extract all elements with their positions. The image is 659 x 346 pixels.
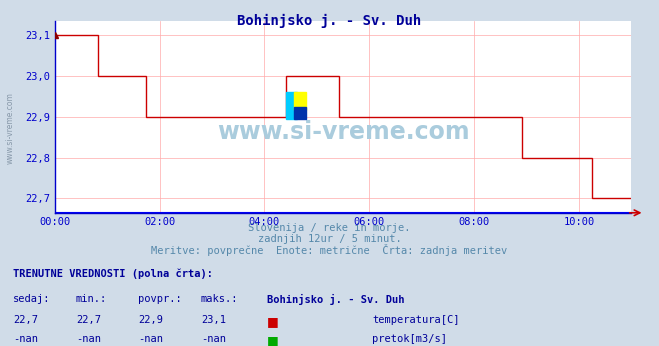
Text: www.si-vreme.com: www.si-vreme.com xyxy=(217,120,469,144)
Text: min.:: min.: xyxy=(76,294,107,304)
Text: ■: ■ xyxy=(267,315,279,328)
Text: povpr.:: povpr.: xyxy=(138,294,182,304)
Text: -nan: -nan xyxy=(138,334,163,344)
Text: temperatura[C]: temperatura[C] xyxy=(372,315,460,325)
Text: Meritve: povprečne  Enote: metrične  Črta: zadnja meritev: Meritve: povprečne Enote: metrične Črta:… xyxy=(152,244,507,256)
Text: Bohinjsko j. - Sv. Duh: Bohinjsko j. - Sv. Duh xyxy=(237,14,422,28)
Text: -nan: -nan xyxy=(76,334,101,344)
Text: 22,7: 22,7 xyxy=(76,315,101,325)
Text: ■: ■ xyxy=(267,334,279,346)
Bar xyxy=(294,92,306,110)
Bar xyxy=(286,92,297,119)
Text: -nan: -nan xyxy=(201,334,226,344)
Text: sedaj:: sedaj: xyxy=(13,294,51,304)
Text: 22,7: 22,7 xyxy=(13,315,38,325)
Text: www.si-vreme.com: www.si-vreme.com xyxy=(5,92,14,164)
Text: 23,1: 23,1 xyxy=(201,315,226,325)
Bar xyxy=(294,107,306,119)
Text: pretok[m3/s]: pretok[m3/s] xyxy=(372,334,447,344)
Text: 22,9: 22,9 xyxy=(138,315,163,325)
Text: zadnjih 12ur / 5 minut.: zadnjih 12ur / 5 minut. xyxy=(258,234,401,244)
Text: maks.:: maks.: xyxy=(201,294,239,304)
Text: TRENUTNE VREDNOSTI (polna črta):: TRENUTNE VREDNOSTI (polna črta): xyxy=(13,268,213,279)
Text: Slovenija / reke in morje.: Slovenija / reke in morje. xyxy=(248,223,411,233)
Text: -nan: -nan xyxy=(13,334,38,344)
Text: Bohinjsko j. - Sv. Duh: Bohinjsko j. - Sv. Duh xyxy=(267,294,405,305)
